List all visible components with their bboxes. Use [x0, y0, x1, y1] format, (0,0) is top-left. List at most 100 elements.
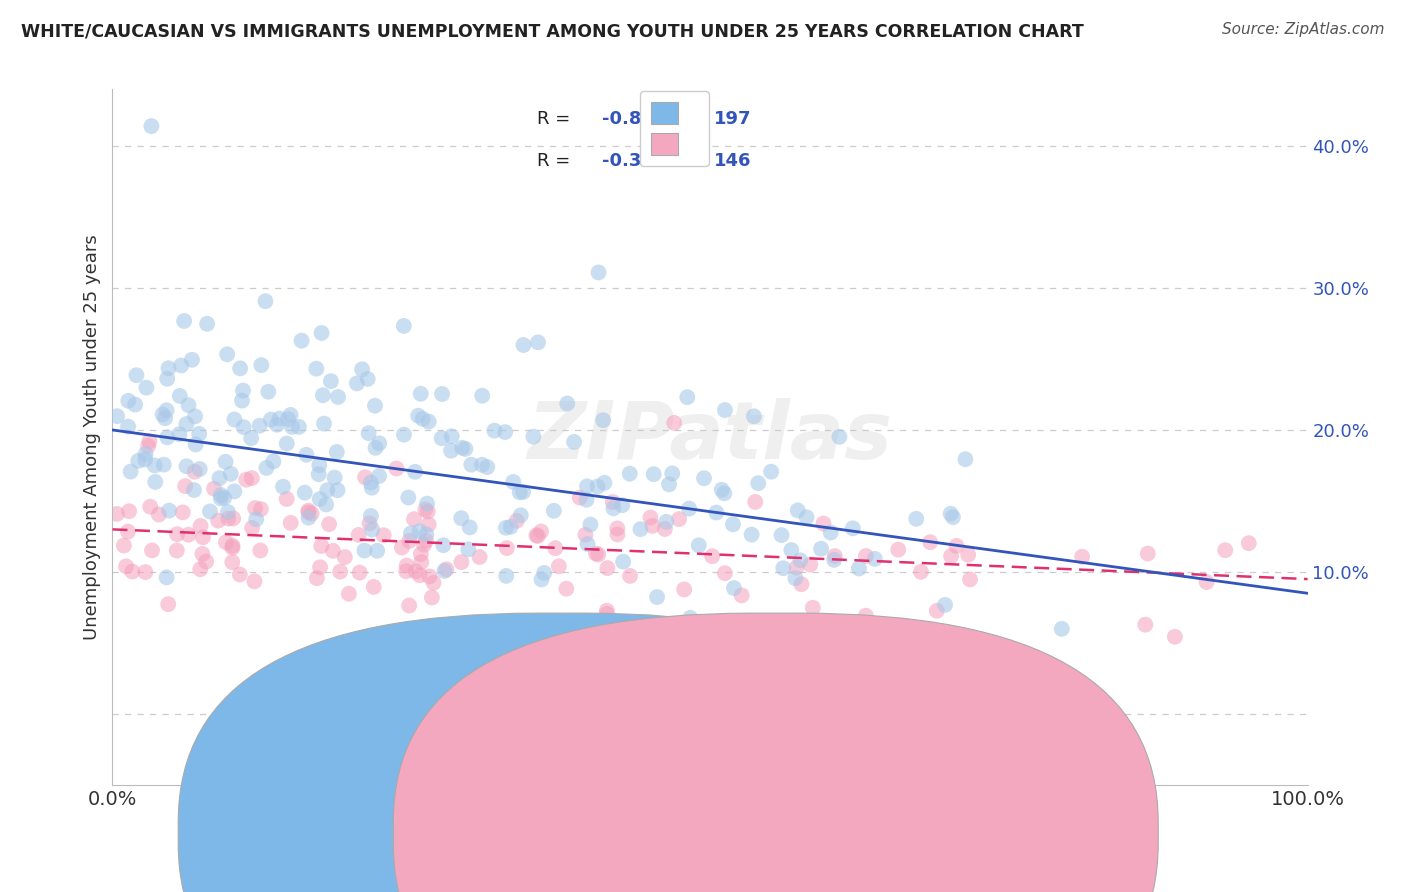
Point [710, 483, 733, 497]
Point [254, 294, 277, 309]
Text: N =: N = [675, 110, 714, 128]
Point [910, 565, 932, 579]
Point [337, 587, 360, 601]
Point [617, 692, 640, 706]
Point [181, 352, 204, 367]
Point [939, 507, 962, 521]
Point [276, 436, 298, 450]
Point [1195, 575, 1218, 590]
Point [173, 314, 195, 328]
FancyBboxPatch shape [394, 613, 1159, 892]
Point [939, 549, 962, 563]
Point [723, 581, 745, 595]
Point [326, 483, 349, 498]
Point [742, 409, 765, 424]
Point [643, 467, 665, 482]
Point [217, 511, 239, 525]
Point [235, 473, 257, 487]
Text: N =: N = [675, 152, 714, 169]
Point [190, 519, 212, 533]
Point [221, 555, 243, 569]
Point [177, 398, 200, 412]
Point [471, 458, 494, 472]
Point [714, 566, 737, 581]
Point [721, 517, 744, 532]
Point [183, 465, 205, 479]
Point [357, 426, 380, 441]
Point [786, 560, 808, 574]
Point [243, 501, 266, 516]
Point [141, 119, 163, 133]
Text: WHITE/CAUCASIAN VS IMMIGRANTS UNEMPLOYMENT AMONG YOUTH UNDER 25 YEARS CORRELATIO: WHITE/CAUCASIAN VS IMMIGRANTS UNEMPLOYME… [21, 22, 1084, 40]
Point [333, 761, 356, 775]
Point [494, 425, 516, 439]
Point [391, 541, 413, 555]
Point [232, 420, 254, 434]
Point [824, 549, 846, 563]
Text: Source: ZipAtlas.com: Source: ZipAtlas.com [1222, 22, 1385, 37]
Point [863, 552, 886, 566]
Point [602, 501, 624, 516]
Point [115, 559, 138, 574]
Point [568, 491, 591, 505]
Point [117, 393, 139, 408]
Point [396, 491, 419, 505]
Point [640, 510, 662, 524]
Point [333, 550, 356, 565]
Point [700, 764, 723, 778]
Point [432, 538, 454, 552]
Point [630, 522, 652, 536]
Point [305, 361, 328, 376]
Point [813, 516, 835, 531]
Point [157, 503, 180, 517]
Point [297, 504, 319, 518]
Point [408, 524, 430, 539]
Point [416, 505, 439, 519]
Point [360, 508, 382, 523]
Point [747, 476, 769, 491]
Point [245, 512, 267, 526]
Point [399, 526, 422, 541]
Point [713, 486, 735, 500]
Point [183, 483, 205, 497]
Point [484, 424, 506, 438]
Text: -0.807: -0.807 [603, 110, 666, 128]
Point [117, 524, 139, 539]
Point [360, 475, 382, 490]
Point [419, 569, 441, 583]
Point [125, 368, 148, 383]
Point [353, 543, 375, 558]
Point [174, 479, 197, 493]
Point [297, 506, 319, 520]
Point [920, 535, 942, 549]
Point [585, 547, 607, 561]
Point [136, 439, 159, 453]
Point [596, 604, 619, 618]
Point [759, 465, 782, 479]
Point [257, 384, 280, 399]
Point [236, 687, 259, 701]
Point [430, 387, 453, 401]
Point [127, 454, 149, 468]
Point [619, 467, 641, 481]
Point [176, 459, 198, 474]
Point [266, 417, 288, 432]
Point [555, 582, 578, 596]
Point [120, 465, 142, 479]
Point [796, 510, 818, 524]
Point [153, 411, 176, 425]
Point [823, 553, 845, 567]
Point [156, 372, 179, 386]
Point [1164, 630, 1187, 644]
Point [209, 488, 232, 502]
Point [1237, 536, 1260, 550]
Point [641, 519, 664, 533]
Point [502, 475, 524, 489]
Point [271, 480, 294, 494]
Point [704, 506, 727, 520]
Point [495, 521, 517, 535]
Point [679, 611, 702, 625]
Point [134, 452, 156, 467]
Point [152, 408, 174, 422]
Point [319, 374, 342, 388]
